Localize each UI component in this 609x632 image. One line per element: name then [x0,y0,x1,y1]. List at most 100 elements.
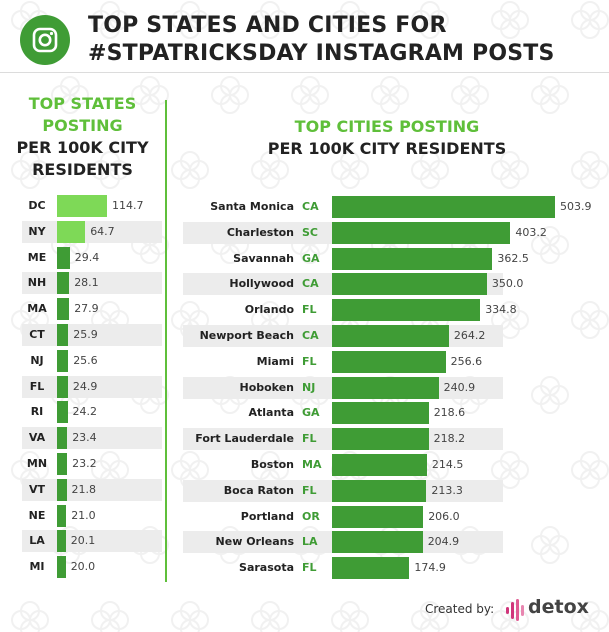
state-value-label: 64.7 [90,224,115,238]
page-title: TOP STATES AND CITIES FOR #STPATRICKSDAY… [88,12,603,68]
states-title-line-1: TOP STATES [28,94,137,113]
city-label: Charleston [226,225,294,239]
clover-shape [171,601,209,632]
state-bar [57,556,66,579]
city-state-label: CA [302,277,319,291]
city-bar [332,557,410,580]
city-state-label: MA [302,458,322,471]
states-title-line-4: RESIDENTS [32,160,133,179]
cities-chart-title: TOP CITIES POSTING PER 100K CITY RESIDEN… [165,116,609,160]
cities-title-line-1: TOP CITIES POSTING [294,117,480,136]
clover-shape [531,226,569,264]
states-title-line-3: PER 100K CITY [16,138,149,157]
state-value-label: 20.0 [70,560,96,574]
clover-shape [491,451,529,489]
clover-shape [331,151,369,189]
state-value-label: 29.4 [74,250,100,264]
states-title-line-2: POSTING [42,116,123,135]
city-value-label: 362.5 [497,251,529,265]
state-value-label: 25.6 [73,353,98,367]
clover-shape [571,1,609,39]
city-label: Newport Beach [199,329,294,342]
clover-shape [411,151,449,189]
state-bar [57,375,68,398]
clover-shape [491,151,529,189]
city-bar [332,350,446,373]
clover-shape [291,76,329,114]
city-value-label: 403.2 [515,225,547,239]
city-bar [332,325,449,347]
city-label: Santa Monica [210,200,294,213]
city-label: Miami [256,354,294,368]
clover-shape [251,601,289,632]
state-value-label: 20.1 [70,534,96,548]
clover-shape [11,601,49,632]
clover-shape [571,151,609,189]
state-label: NE [28,508,46,522]
state-label: MA [27,302,47,316]
clover-shape [371,76,409,114]
city-label: Portland [240,509,294,523]
city-state-label: FL [302,354,317,368]
city-bar [332,505,424,528]
state-value-label: 23.2 [72,457,97,470]
city-bar [332,454,427,476]
city-label: Atlanta [248,406,294,420]
states-chart-title: TOP STATES POSTING PER 100K CITY RESIDEN… [0,93,165,181]
city-bar [332,273,487,296]
city-state-label: OR [302,509,320,523]
clover-shape [131,76,169,114]
clover-shape [571,601,609,632]
city-bar [332,221,511,244]
city-state-label: CA [302,200,319,213]
clover-shape [91,601,129,632]
state-value-label: 114.7 [112,199,144,212]
city-state-label: LA [302,535,318,549]
title-line-1: TOP STATES AND CITIES FOR [88,13,447,38]
city-value-label: 350.0 [491,277,524,291]
created-by-label: Created by: [425,602,495,616]
clover-shape [331,1,369,39]
city-value-label: 256.6 [450,354,483,368]
clover-shape [11,151,49,189]
state-value-label: 28.1 [74,276,99,290]
city-value-label: 264.2 [453,329,486,342]
state-bar [57,220,86,243]
state-value-label: 27.9 [74,302,99,316]
state-label: NY [28,224,46,238]
city-value-label: 213.3 [431,483,463,497]
state-value-label: 21.0 [71,508,96,522]
state-label: FL [29,379,45,393]
city-value-label: 174.9 [414,561,446,575]
clover-shape [251,151,289,189]
city-bar [332,402,429,425]
city-value-label: 218.2 [433,432,466,446]
clover-shape [91,1,129,39]
state-label: RI [30,405,44,419]
state-label: DC [28,199,46,212]
state-value-label: 21.8 [71,482,97,496]
city-state-label: GA [302,251,320,265]
city-value-label: 218.6 [433,406,466,420]
city-bar [332,376,439,399]
clover-shape [171,151,209,189]
state-value-label: 24.2 [72,405,98,419]
city-bar [332,428,429,451]
clover-shape [571,451,609,489]
city-label: New Orleans [215,535,294,549]
city-label: Boca Raton [223,483,294,497]
clover-shape [331,601,369,632]
state-value-label: 23.4 [72,431,97,445]
state-label: NH [27,276,47,290]
state-bar [57,195,107,217]
state-label: VA [28,431,46,445]
clover-shape [211,76,249,114]
city-bar [332,247,493,270]
city-label: Sarasota [239,561,294,575]
clover-shape [51,76,89,114]
clover-shape [531,76,569,114]
city-bar [332,531,423,554]
city-label: Fort Lauderdale [195,432,294,446]
city-value-label: 206.0 [428,509,460,523]
city-value-label: 204.9 [427,535,460,549]
